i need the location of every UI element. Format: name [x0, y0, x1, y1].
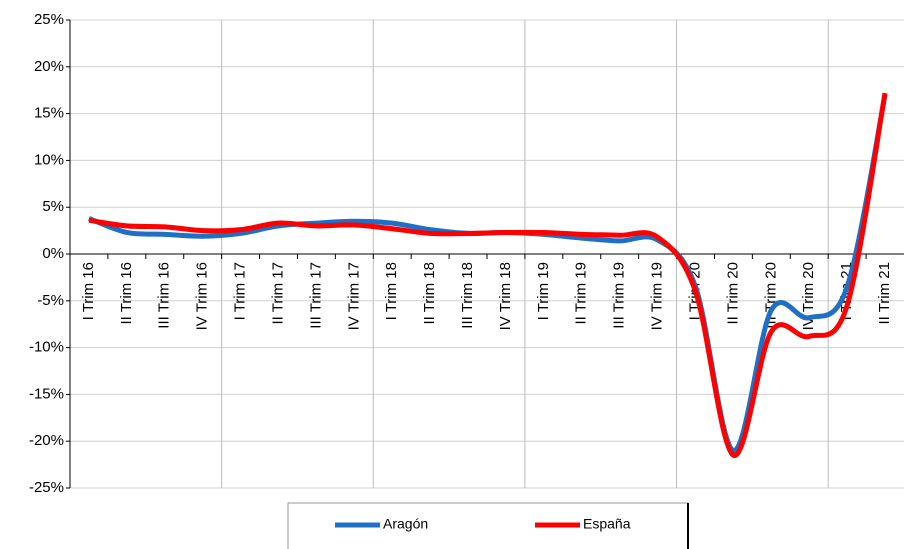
y-tick-label: -20%: [29, 432, 64, 449]
x-tick-label: II Trim 21: [876, 262, 893, 325]
x-tick-label: II Trim 19: [573, 262, 590, 325]
x-tick-label: III Trim 16: [156, 262, 173, 329]
legend-label: España: [583, 516, 631, 532]
x-tick-label: III Trim 17: [307, 262, 324, 329]
y-tick-label: 20%: [34, 58, 64, 75]
y-tick-label: 15%: [34, 105, 64, 122]
y-tick-label: -15%: [29, 385, 64, 402]
y-tick-label: -5%: [37, 292, 64, 309]
x-tick-label: III Trim 18: [459, 262, 476, 329]
x-tick-label: IV Trim 20: [800, 262, 817, 330]
x-tick-label: III Trim 20: [762, 262, 779, 329]
x-tick-label: I Trim 18: [383, 262, 400, 320]
legend-label: Aragón: [383, 516, 428, 532]
x-tick-label: IV Trim 18: [497, 262, 514, 330]
y-tick-label: -10%: [29, 339, 64, 356]
x-tick-label: II Trim 17: [269, 262, 286, 325]
x-tick-label: I Trim 17: [232, 262, 249, 320]
y-tick-label: 25%: [34, 11, 64, 28]
y-tick-label: -25%: [29, 479, 64, 496]
x-tick-label: I Trim 19: [535, 262, 552, 320]
x-tick-label: II Trim 16: [118, 262, 135, 325]
x-tick-label: IV Trim 19: [649, 262, 666, 330]
x-tick-label: IV Trim 17: [345, 262, 362, 330]
x-tick-label: III Trim 19: [611, 262, 628, 329]
x-tick-label: II Trim 20: [724, 262, 741, 325]
x-tick-label: I Trim 16: [80, 262, 97, 320]
x-tick-label: IV Trim 16: [194, 262, 211, 330]
x-tick-label: II Trim 18: [421, 262, 438, 325]
series-line: [88, 92, 888, 458]
y-tick-label: 10%: [34, 151, 64, 168]
y-tick-label: 5%: [42, 198, 64, 215]
y-tick-label: 0%: [42, 245, 64, 262]
